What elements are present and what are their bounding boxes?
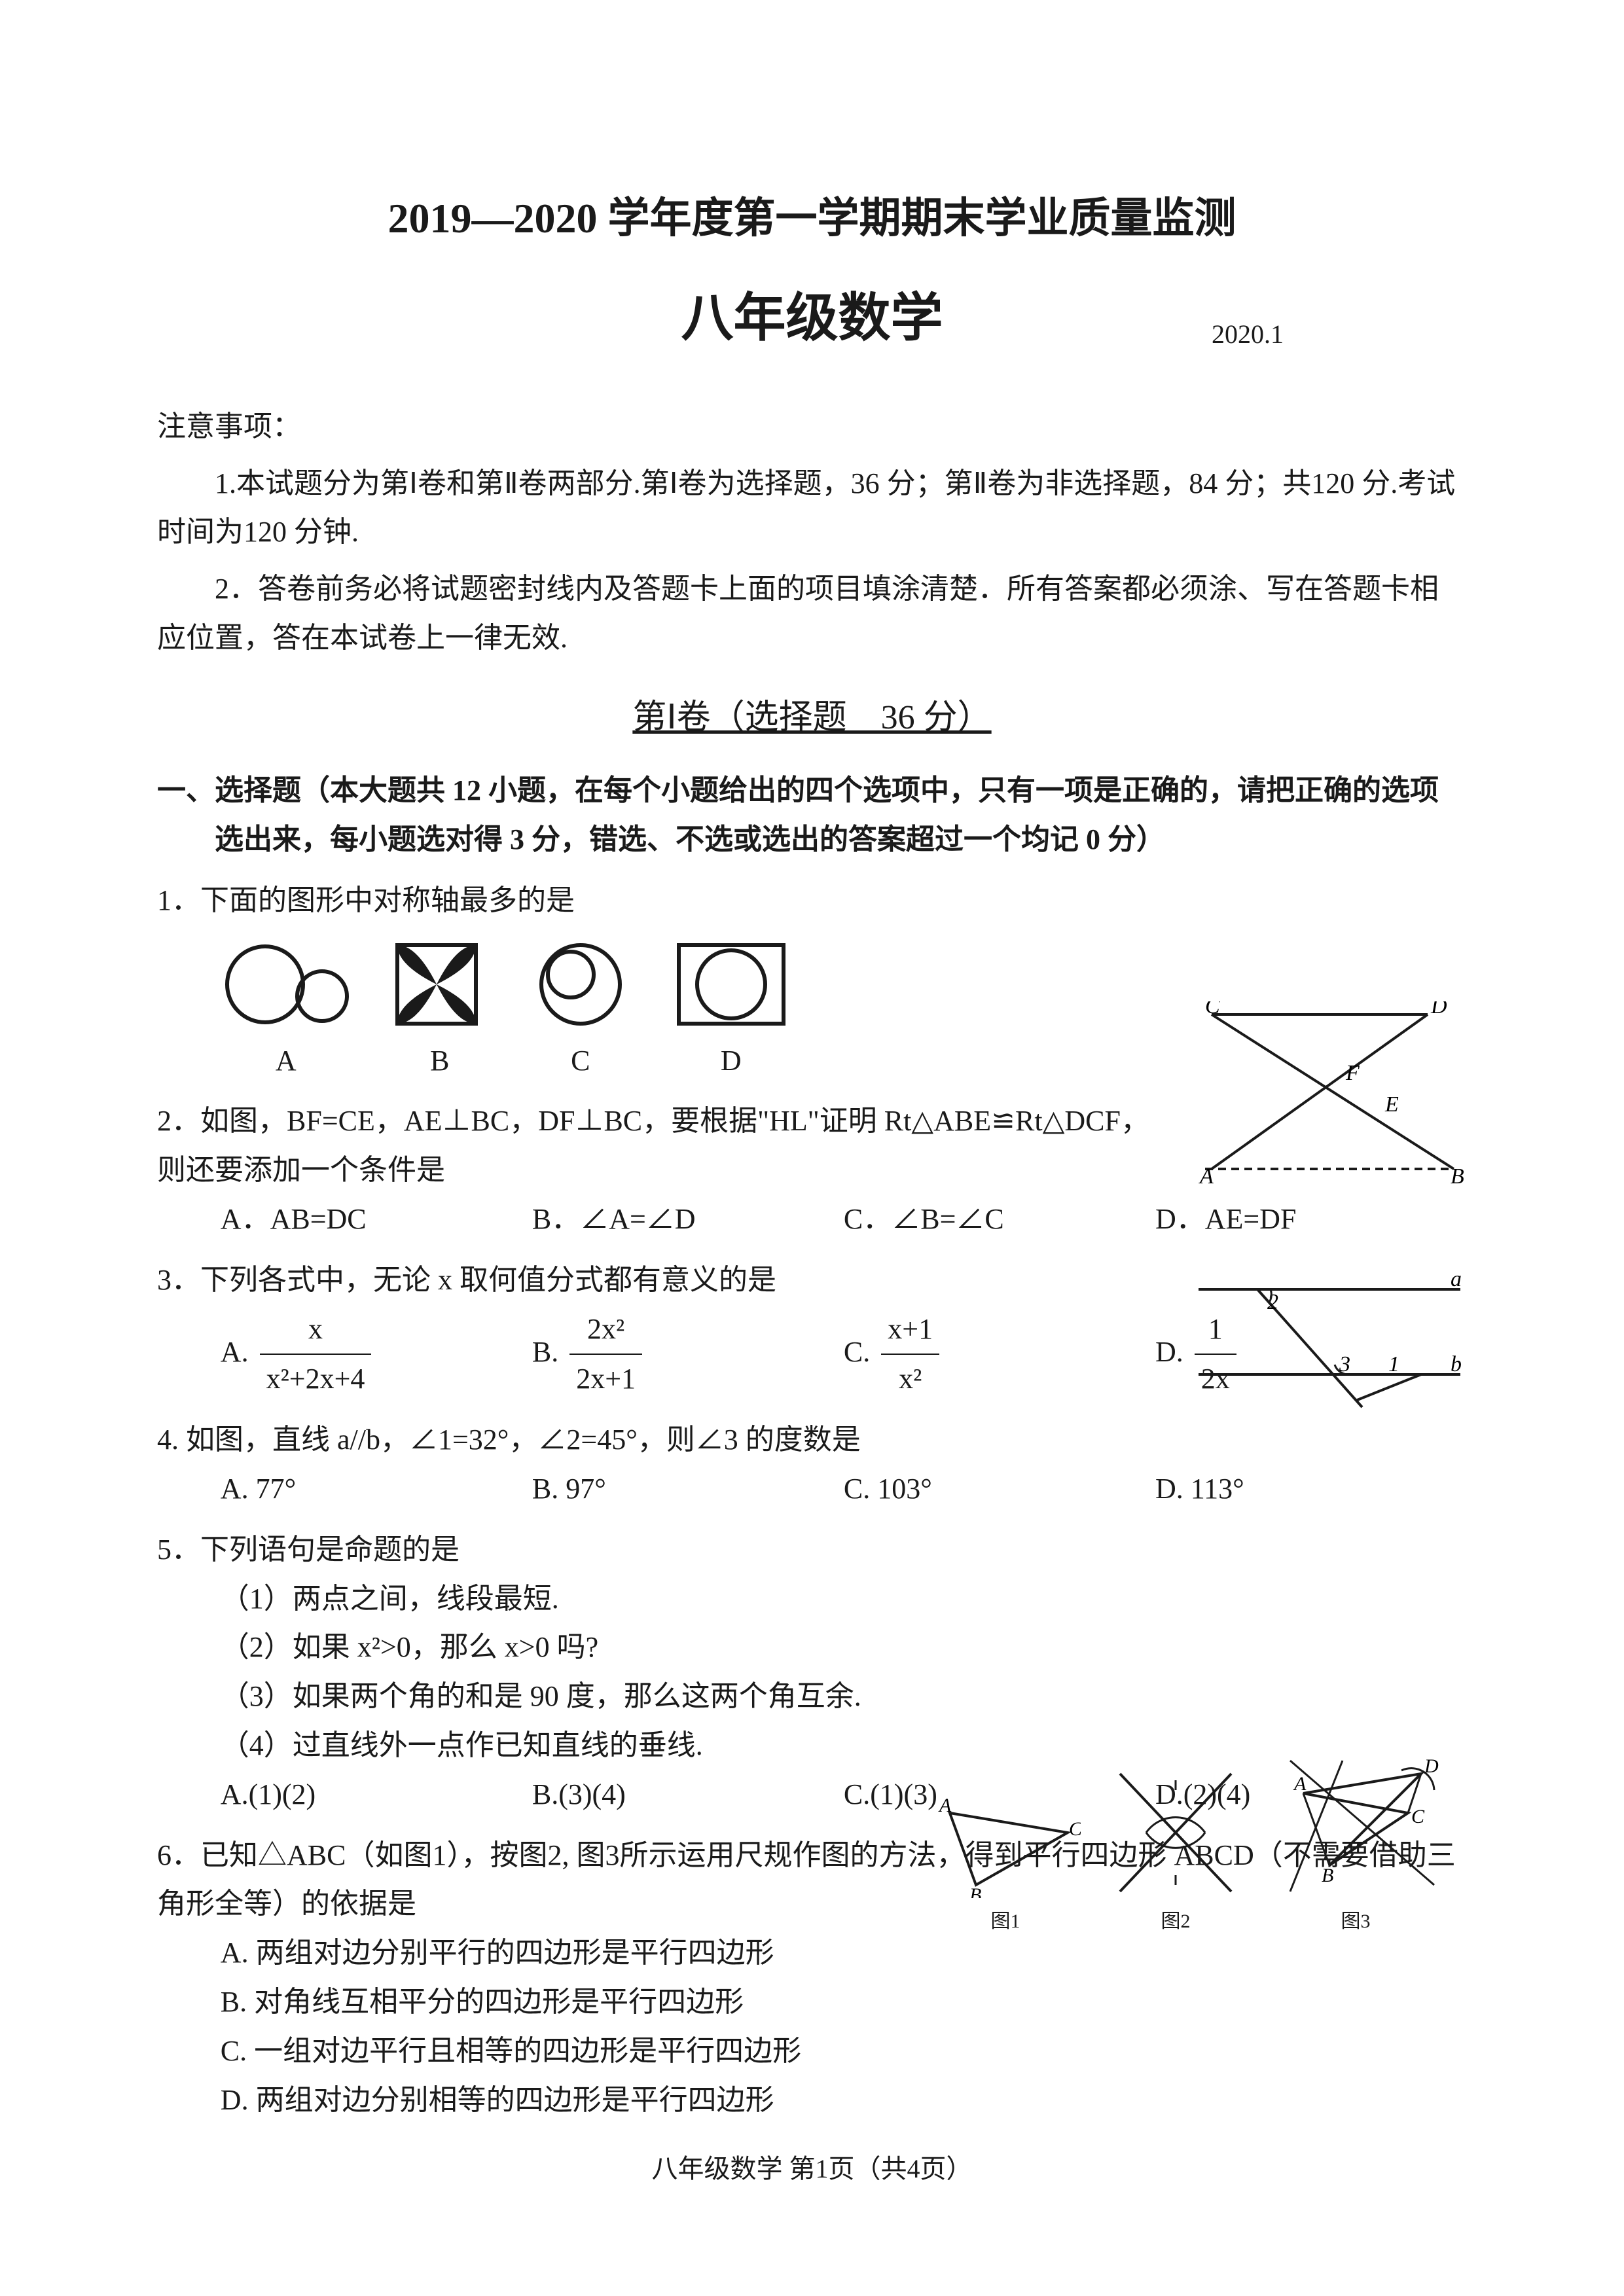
lbl-d: D	[1430, 1001, 1447, 1018]
q6-opt-d: D. 两组对边分别相等的四边形是平行四边形	[221, 2076, 1467, 2125]
q4-opt-d: D. 113°	[1155, 1465, 1467, 1514]
q3-opt-a: A. x x²+2x+4	[221, 1305, 532, 1405]
q3-b-num: 2x²	[569, 1305, 642, 1355]
q3-b-den: 2x+1	[569, 1355, 642, 1404]
lbl-ang1: 1	[1388, 1352, 1399, 1376]
sub-title-text: 八年级数学	[681, 290, 943, 348]
exam-page: 2019—2020 学年度第一学期期末学业质量监测 八年级数学 2020.1 注…	[0, 0, 1624, 2296]
q4-parallel-lines-icon: a b 2 3 1	[1192, 1263, 1467, 1414]
part1-title: 第Ⅰ卷（选择题 36 分）	[157, 689, 1467, 747]
q1-label-c: C	[528, 1037, 633, 1086]
q4-opt-c: C. 103°	[844, 1465, 1155, 1514]
q6-fig1: A C B 图1	[930, 1793, 1081, 1938]
q3-a-label: A.	[221, 1335, 249, 1367]
q4-opt-a: A. 77°	[221, 1465, 532, 1514]
construction2-icon: A D C B	[1271, 1754, 1441, 1898]
q5-stmt-3: （3）如果两个角的和是 90 度，那么这两个角互余.	[221, 1672, 1467, 1721]
q3-c-den: x²	[881, 1355, 939, 1404]
q6-opt-c: C. 一组对边平行且相等的四边形是平行四边形	[221, 2027, 1467, 2076]
q4-options: A. 77° B. 97° C. 103° D. 113°	[221, 1465, 1467, 1514]
f3-d: D	[1424, 1755, 1439, 1777]
lbl-a-line: a	[1451, 1267, 1462, 1291]
q3-c-label: C.	[844, 1335, 870, 1367]
exam-date: 2020.1	[1212, 312, 1284, 357]
q5-stmt-2: （2）如果 x²>0，那么 x>0 吗?	[221, 1623, 1467, 1672]
notice-heading: 注意事项：	[157, 403, 1467, 452]
q5-opt-a: A.(1)(2)	[221, 1770, 532, 1820]
q2-figure: C D F E A B	[1192, 1001, 1467, 1200]
q5-text: 5．下列语句是命题的是	[157, 1526, 1467, 1575]
q3-opt-b: B. 2x² 2x+1	[532, 1305, 844, 1405]
q4-opt-b: B. 97°	[532, 1465, 844, 1514]
q1-label-a: A	[221, 1037, 352, 1086]
page-footer: 八年级数学 第1页（共4页）	[0, 2147, 1624, 2191]
q1-text: 1．下面的图形中对称轴最多的是	[157, 876, 1467, 925]
lbl-a: A	[1199, 1164, 1214, 1185]
lbl-b: B	[1451, 1164, 1464, 1185]
q6-fig2-label: 图2	[1100, 1905, 1251, 1938]
q6-fig1-label: 图1	[930, 1905, 1081, 1938]
petal-square-icon	[391, 939, 489, 1030]
two-circles-icon	[221, 939, 352, 1030]
q4-figure: a b 2 3 1	[1192, 1263, 1467, 1429]
q3-frac-b: 2x² 2x+1	[569, 1305, 642, 1405]
q2-opt-a: A．AB=DC	[221, 1195, 532, 1244]
q1-label-b: B	[391, 1037, 489, 1086]
q3-c-num: x+1	[881, 1305, 939, 1355]
lbl-c: C	[1205, 1001, 1220, 1018]
notice-item-1: 1.本试题分为第Ⅰ卷和第Ⅱ卷两部分.第Ⅰ卷为选择题，36 分；第Ⅱ卷为非选择题，…	[157, 459, 1467, 558]
construction1-icon	[1100, 1767, 1251, 1898]
section-a-head: 一、选择题（本大题共 12 小题，在每个小题给出的四个选项中，只有一项是正确的，…	[215, 766, 1467, 865]
q3-d-label: D.	[1155, 1335, 1183, 1367]
q6-figures: A C B 图1 图2	[930, 1754, 1467, 1938]
q6-opt-b: B. 对角线互相平分的四边形是平行四边形	[221, 1978, 1467, 2027]
lbl-e: E	[1384, 1092, 1399, 1117]
circle-in-rect-icon	[672, 939, 790, 1030]
triangle-icon: A C B	[930, 1793, 1081, 1898]
q2-opt-b: B．∠A=∠D	[532, 1195, 844, 1244]
main-title: 2019—2020 学年度第一学期期末学业质量监测	[157, 183, 1467, 255]
lbl-f: F	[1345, 1061, 1360, 1085]
notice-item-2: 2．答卷前务必将试题密封线内及答题卡上面的项目填涂清楚．所有答案都必须涂、写在答…	[157, 565, 1467, 663]
q1-fig-b: B	[391, 939, 489, 1086]
question-4: 4. 如图，直线 a//b，∠1=32°，∠2=45°，则∠3 的度数是 A. …	[157, 1416, 1467, 1514]
f1-a: A	[938, 1795, 952, 1816]
q5-stmt-1: （1）两点之间，线段最短.	[221, 1575, 1467, 1624]
f3-b: B	[1322, 1865, 1333, 1886]
q3-a-den: x²+2x+4	[260, 1355, 372, 1404]
f3-c: C	[1411, 1806, 1425, 1827]
circle-in-circle-icon	[528, 939, 633, 1030]
q2-opt-d: D．AE=DF	[1155, 1195, 1467, 1244]
q3-frac-c: x+1 x²	[881, 1305, 939, 1405]
q1-label-d: D	[672, 1037, 790, 1086]
q6-fig3: A D C B 图3	[1271, 1754, 1441, 1938]
q3-frac-a: x x²+2x+4	[260, 1305, 372, 1405]
q2-geometry-icon: C D F E A B	[1192, 1001, 1467, 1185]
q1-fig-a: A	[221, 939, 352, 1086]
q3-opt-c: C. x+1 x²	[844, 1305, 1155, 1405]
q6-fig3-label: 图3	[1271, 1905, 1441, 1938]
lbl-b-line: b	[1451, 1352, 1462, 1376]
sub-title: 八年级数学 2020.1	[157, 274, 1467, 363]
q6-fig2: 图2	[1100, 1767, 1251, 1938]
q3-a-num: x	[260, 1305, 372, 1355]
f3-a: A	[1293, 1773, 1307, 1795]
q2-options: A．AB=DC B．∠A=∠D C．∠B=∠C D．AE=DF	[221, 1195, 1467, 1244]
q3-b-label: B.	[532, 1335, 558, 1367]
q1-fig-d: D	[672, 939, 790, 1086]
q1-fig-c: C	[528, 939, 633, 1086]
f1-b: B	[969, 1884, 981, 1898]
f1-c: C	[1069, 1818, 1081, 1840]
q2-opt-c: C．∠B=∠C	[844, 1195, 1155, 1244]
notice-block: 注意事项： 1.本试题分为第Ⅰ卷和第Ⅱ卷两部分.第Ⅰ卷为选择题，36 分；第Ⅱ卷…	[157, 403, 1467, 663]
q5-opt-b: B.(3)(4)	[532, 1770, 844, 1820]
